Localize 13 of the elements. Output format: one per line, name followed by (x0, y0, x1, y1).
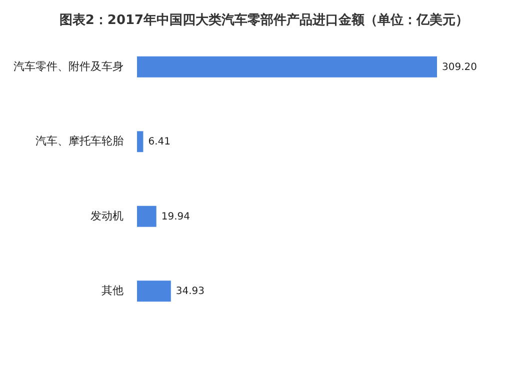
bar (137, 280, 171, 302)
bar (137, 131, 144, 152)
y-tick-label: 发动机 (90, 209, 124, 222)
y-tick-label: 其他 (102, 284, 124, 298)
bar (137, 206, 156, 227)
bar (137, 56, 437, 78)
y-tick-label: 汽车零件、附件及车身 (14, 60, 124, 73)
y-tick-label: 汽车、摩托车轮胎 (36, 134, 124, 148)
data-label: 19.94 (161, 211, 190, 222)
chart-title: 图表2：2017年中国四大类汽车零部件产品进口金额（单位：亿美元） (58, 12, 470, 29)
data-label: 34.93 (176, 286, 205, 298)
data-label: 309.20 (442, 62, 477, 73)
data-label: 6.41 (148, 136, 170, 148)
